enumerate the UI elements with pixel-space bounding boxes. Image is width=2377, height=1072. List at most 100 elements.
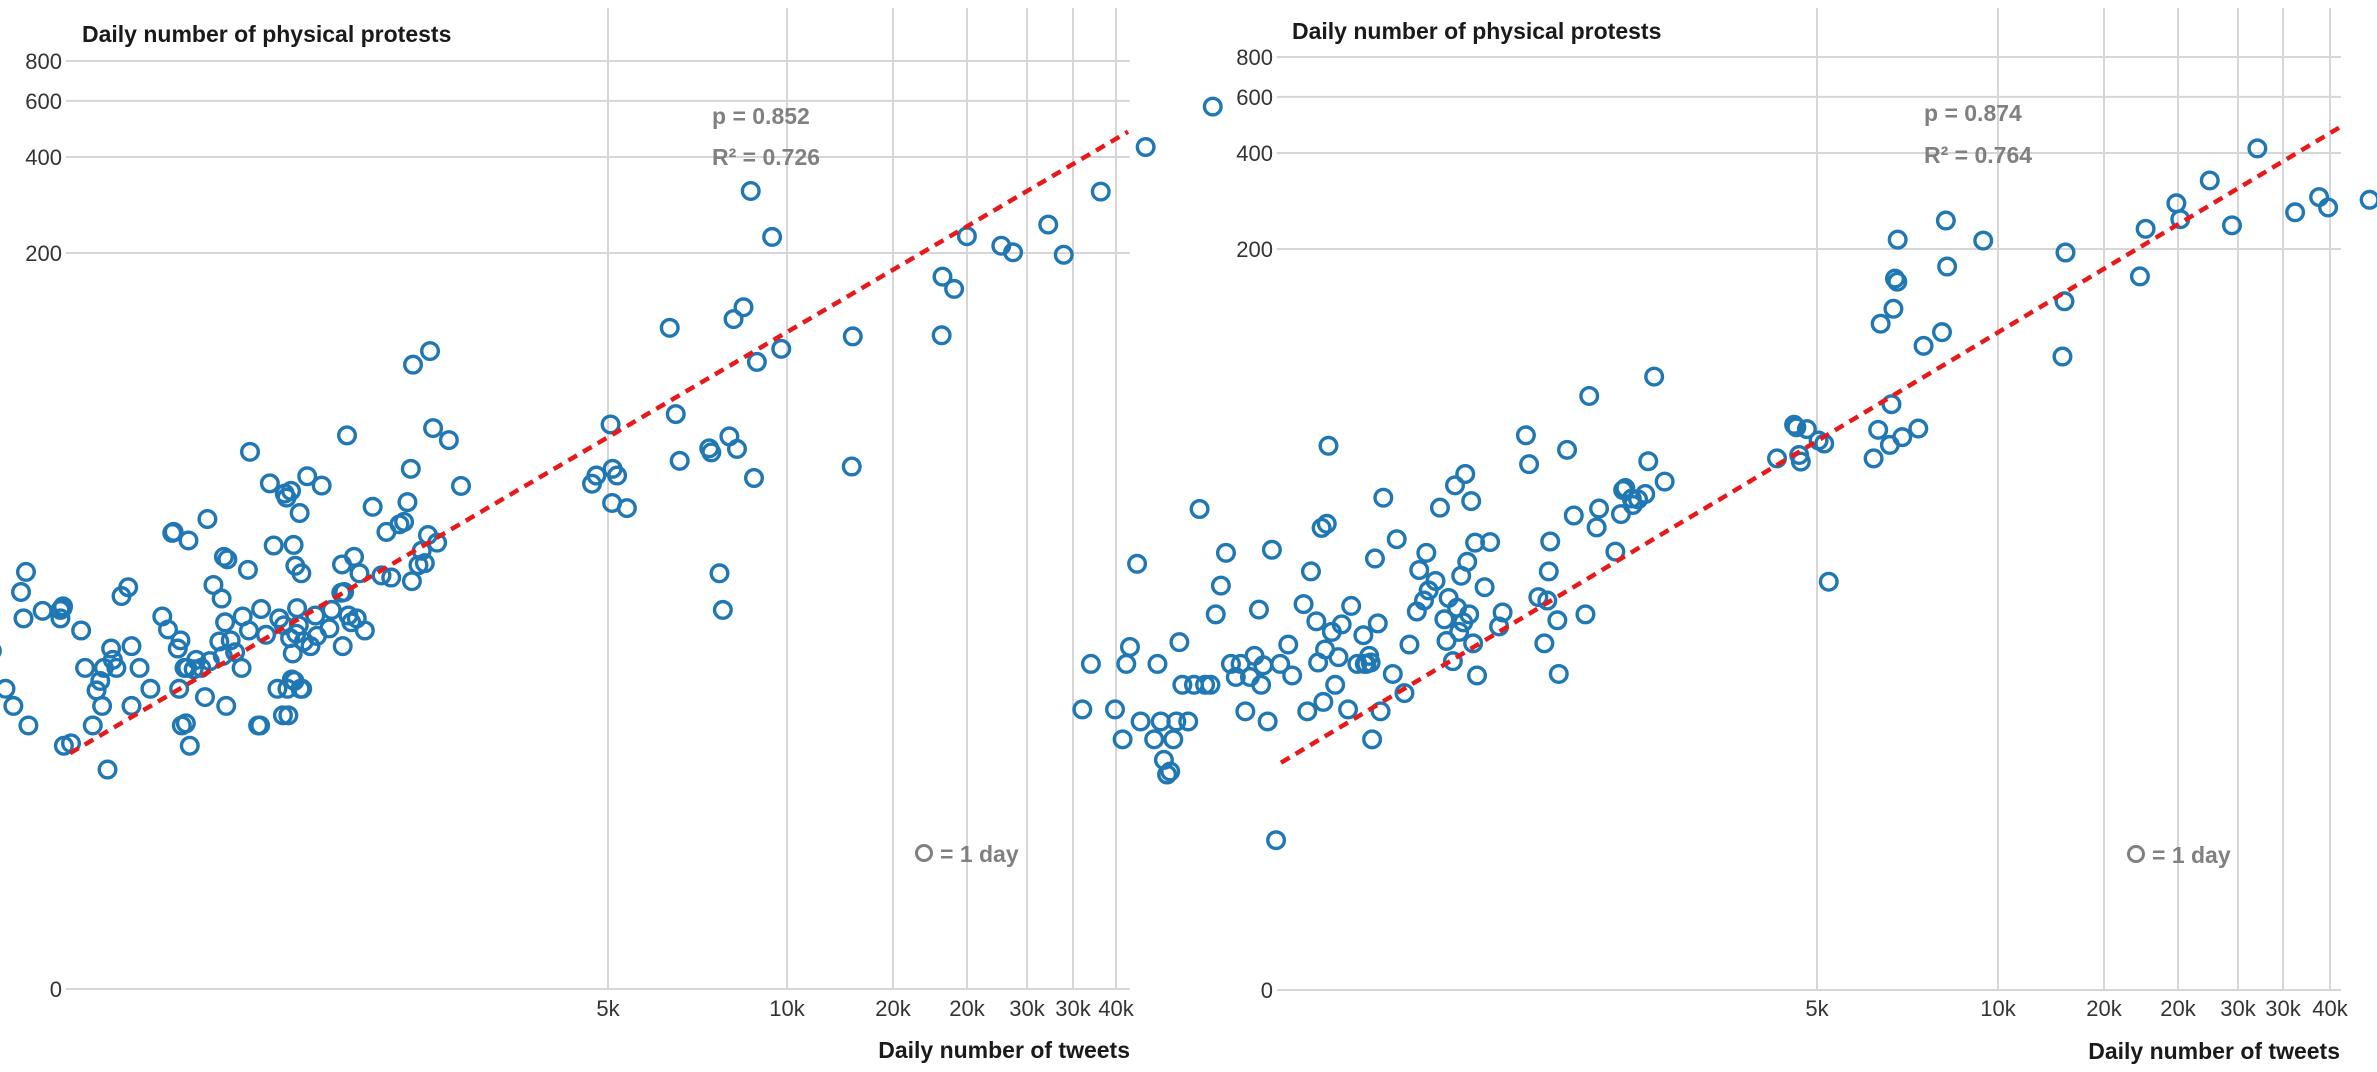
data-point: [397, 492, 418, 513]
x-axis-title: Daily number of tweets: [878, 1037, 1130, 1063]
data-point: [238, 620, 259, 641]
y-tick-label-200: 200: [25, 241, 62, 266]
data-point: [1932, 322, 1953, 343]
data-point: [1644, 366, 1665, 387]
data-point: [118, 577, 139, 598]
data-point: [1163, 729, 1184, 750]
data-point: [1868, 419, 1889, 440]
data-point: [600, 414, 621, 435]
data-point: [1341, 595, 1362, 616]
data-point: [267, 678, 288, 699]
data-point: [743, 467, 764, 488]
data-point: [1127, 553, 1148, 574]
r-squared-label: R² = 0.764: [1924, 142, 2032, 168]
data-point: [1038, 214, 1059, 235]
data-point: [15, 561, 36, 582]
data-point: [1654, 471, 1675, 492]
data-point: [53, 596, 74, 617]
data-point: [2285, 202, 2306, 223]
r-squared-label: R² = 0.726: [712, 144, 820, 170]
data-point: [337, 425, 358, 446]
data-point: [1429, 497, 1450, 518]
data-point: [1908, 418, 1929, 439]
y-tick-label-0: 0: [1261, 978, 1273, 1003]
data-point: [1178, 711, 1199, 732]
data-point: [90, 670, 111, 691]
data-point: [251, 599, 272, 620]
data-point: [2199, 170, 2220, 191]
x-tick-label-5k: 5k: [1805, 996, 1829, 1021]
x-tick-label-30k: 30k: [1055, 996, 1091, 1021]
data-point: [256, 624, 277, 645]
data-point: [669, 450, 690, 471]
data-point: [179, 735, 200, 756]
data-point: [1492, 602, 1513, 623]
data-point: [259, 473, 280, 494]
data-point: [1416, 542, 1437, 563]
data-point: [1467, 665, 1488, 686]
data-point: [1892, 427, 1913, 448]
data-point: [1784, 414, 1805, 435]
data-point: [1881, 394, 1902, 415]
data-point: [381, 567, 402, 588]
data-point: [842, 326, 863, 347]
y-tick-label-200: 200: [1236, 237, 1273, 262]
data-point: [305, 605, 326, 626]
data-point: [1147, 653, 1168, 674]
data-point: [220, 630, 241, 651]
data-point: [1235, 701, 1256, 722]
data-point: [1436, 630, 1457, 651]
data-point: [129, 657, 150, 678]
data-point: [616, 498, 637, 519]
data-point: [401, 571, 422, 592]
data-point: [1282, 665, 1303, 686]
data-point: [438, 430, 459, 451]
data-point: [1973, 230, 1994, 251]
data-point: [278, 705, 299, 726]
correlation-label: p = 0.874: [1924, 100, 2022, 126]
x-tick-label-40k: 40k: [1098, 996, 1134, 1021]
data-point: [1638, 451, 1659, 472]
y-axis-title: Daily number of physical protests: [1292, 18, 1661, 44]
data-point: [362, 496, 383, 517]
data-point: [71, 620, 92, 641]
data-point: [712, 599, 733, 620]
data-point: [121, 695, 142, 716]
data-point: [1090, 181, 1111, 202]
data-point: [607, 465, 628, 486]
data-point: [1935, 210, 1956, 231]
data-point: [451, 475, 472, 496]
data-point: [92, 695, 113, 716]
data-point: [1297, 701, 1318, 722]
correlation-label: p = 0.852: [712, 103, 810, 129]
data-point: [2166, 193, 2187, 214]
data-point: [1515, 425, 1536, 446]
data-point: [1459, 604, 1480, 625]
data-point: [841, 456, 862, 477]
data-point: [97, 759, 118, 780]
data-point: [586, 465, 607, 486]
data-point: [332, 636, 353, 657]
data-point: [1215, 542, 1236, 563]
data-point: [1413, 590, 1434, 611]
data-point: [282, 643, 303, 664]
data-point: [1293, 594, 1314, 615]
data-point: [2055, 242, 2076, 263]
data-point: [2054, 291, 2075, 312]
data-point: [740, 180, 761, 201]
data-point: [1883, 298, 1904, 319]
data-point: [1548, 663, 1569, 684]
data-point: [1519, 454, 1540, 475]
data-point: [1455, 463, 1476, 484]
data-point: [13, 608, 34, 629]
data-point: [1534, 633, 1555, 654]
data-point: [231, 657, 252, 678]
data-point: [1003, 242, 1024, 263]
data-point: [771, 338, 792, 359]
data-point: [1635, 484, 1656, 505]
data-point: [403, 354, 424, 375]
data-point: [1318, 435, 1339, 456]
data-point: [1373, 487, 1394, 508]
data-point: [2129, 266, 2150, 287]
y-tick-label-800: 800: [1236, 45, 1273, 70]
